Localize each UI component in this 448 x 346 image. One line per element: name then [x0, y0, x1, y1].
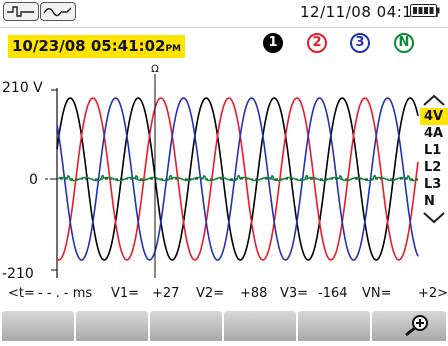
softkey-1[interactable]: [2, 311, 74, 341]
v2-label: V2=: [196, 286, 225, 301]
zoom-in-button[interactable]: [372, 311, 446, 341]
v3-value: -164: [318, 286, 348, 301]
scroll-right-label[interactable]: +2>: [418, 286, 448, 301]
y-zero-label: 0: [29, 172, 38, 188]
cursor-line[interactable]: Ω: [151, 64, 159, 278]
vn-label: VN=: [362, 286, 392, 301]
phase-1-indicator[interactable]: 1: [263, 33, 283, 53]
capture-date: 10/23/08: [12, 37, 86, 55]
phase-2-indicator[interactable]: 2: [307, 33, 327, 53]
v3-trace: [56, 97, 419, 261]
softkey-3[interactable]: [150, 311, 222, 341]
selector-item-n[interactable]: N: [424, 194, 435, 209]
v1-trace: [56, 97, 419, 261]
v3-label: V3=: [280, 286, 309, 301]
harmonic-mode-icon[interactable]: [40, 2, 76, 21]
y-max-label: 210 V: [2, 80, 43, 96]
selector-item-l2[interactable]: L2: [424, 160, 442, 175]
status-bar: 12/11/08 04:14PM: [0, 0, 448, 28]
battery-icon: [410, 4, 440, 17]
capture-time: 05:41:02: [90, 37, 166, 55]
softkey-2[interactable]: [76, 311, 148, 341]
v2-trace: [56, 97, 419, 261]
selector-item-4a[interactable]: 4A: [424, 126, 444, 141]
channel-selector[interactable]: 4V 4A L1 L2 L3 N: [420, 92, 448, 226]
plot-axes: [45, 88, 418, 278]
zoom-in-icon: [405, 315, 428, 337]
chevron-down-icon[interactable]: [420, 210, 448, 226]
v1-label: V1=: [111, 286, 140, 301]
vn-trace: [56, 174, 419, 182]
scroll-left-label[interactable]: <t=: [8, 286, 35, 301]
selector-item-l3[interactable]: L3: [424, 177, 442, 192]
waveform-plot[interactable]: Ω: [0, 60, 420, 284]
softkey-4[interactable]: [224, 311, 296, 341]
phase-3-indicator[interactable]: 3: [350, 33, 370, 53]
y-min-label: -210: [2, 266, 34, 282]
v2-value: +88: [240, 286, 268, 301]
chevron-up-icon[interactable]: [420, 92, 448, 108]
time-value: - - . - ms: [38, 286, 93, 301]
capture-ampm: PM: [165, 44, 182, 54]
waveform-capture-icon[interactable]: [3, 2, 39, 21]
selector-item-l1[interactable]: L1: [424, 143, 442, 158]
cursor-marker-icon: Ω: [151, 64, 159, 75]
phase-n-indicator[interactable]: N: [394, 33, 414, 53]
v1-value: +27: [152, 286, 180, 301]
capture-timestamp: 10/23/08 05:41:02PM: [8, 35, 186, 58]
selector-item-4v[interactable]: 4V: [420, 108, 448, 125]
current-date: 12/11/08: [300, 3, 372, 21]
softkey-bar: [0, 311, 448, 341]
softkey-5[interactable]: [298, 311, 370, 341]
waveform-traces: [56, 97, 419, 261]
cursor-readout: <t= - - . - ms V1= +27 V2= +88 V3= -164 …: [0, 286, 448, 304]
